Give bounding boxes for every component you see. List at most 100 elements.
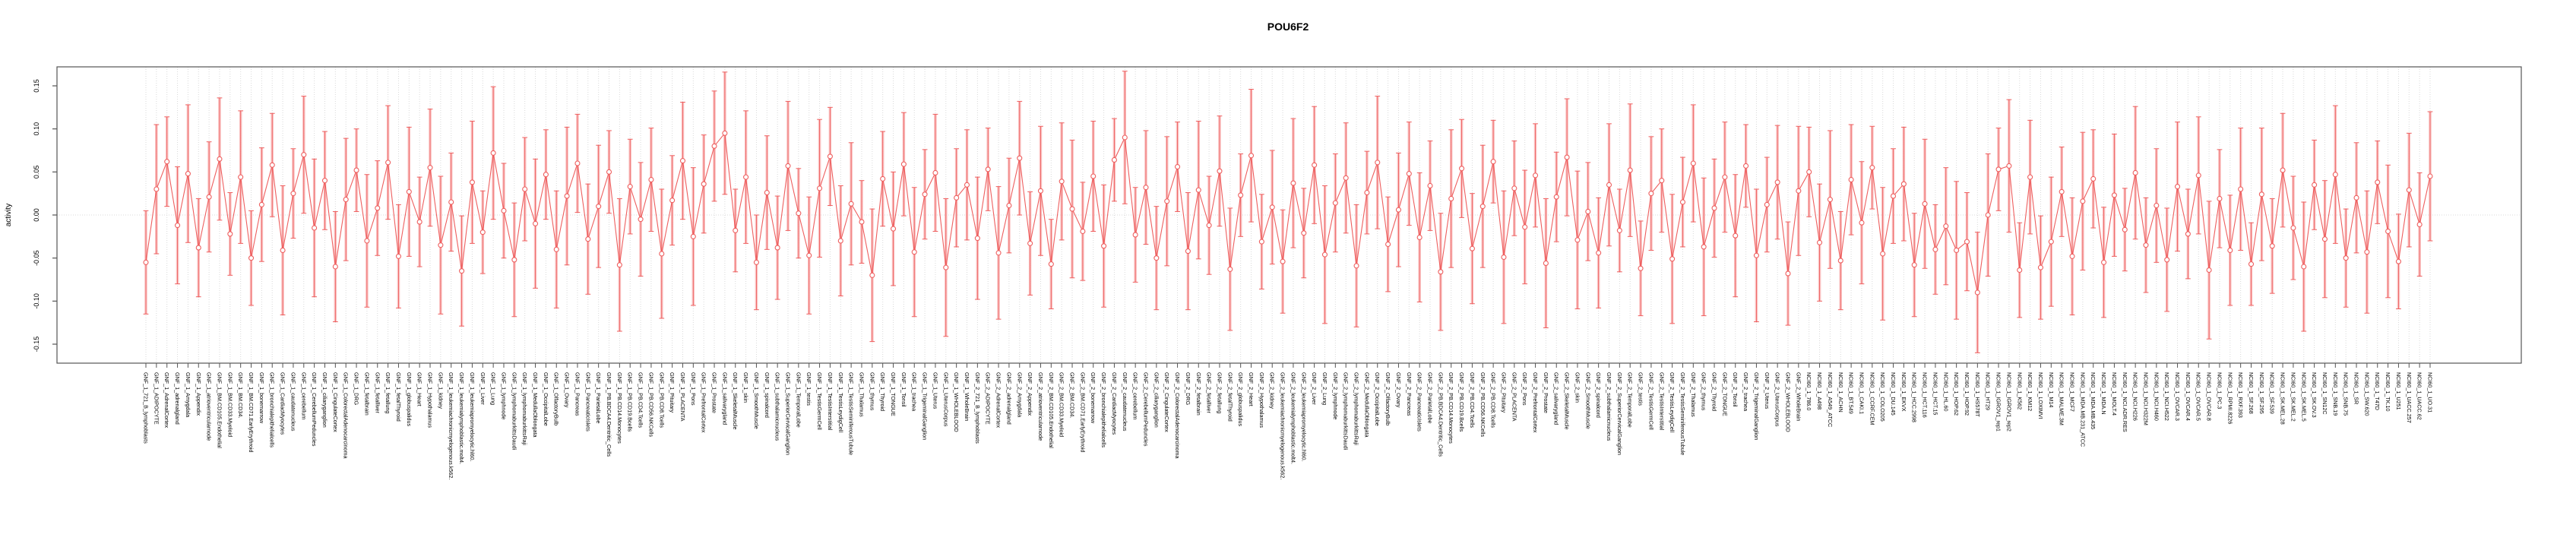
data-point [711,143,717,149]
x-category-label: NCI60_1_NCI.ADR.RES [2122,372,2128,432]
data-point [2090,175,2097,182]
x-category-label: GNF_2_PB.CD4.Tcells [1469,372,1476,428]
data-point [2111,192,2117,198]
data-point [2037,264,2044,270]
data-point [1764,201,1770,207]
data-point [238,174,244,180]
data-point [596,204,602,210]
x-category-label: GNF_2_leukemiachronicmyelogenous.k562. [1280,372,1286,479]
data-point [553,246,559,252]
x-category-label: GNF_2_bonemarrow [1090,372,1097,424]
x-category-label: NCI60_1_SF.295 [2258,372,2265,414]
data-point [1490,159,1496,165]
x-category-label: NCI60_1_HCT.15 [1932,372,1938,415]
data-point [2301,264,2307,270]
x-category-label: GNF_1_Tonsil [900,372,907,407]
data-point [2195,172,2201,179]
data-point [1353,263,1359,269]
data-point [2006,163,2012,169]
data-point [2059,188,2065,194]
x-category-label: GNF_1_BM.CD105.Endothelial [216,372,223,448]
x-category-label: GNF_1_adrenalgland [174,372,181,425]
x-category-label: GNF_1_caudatenucleus [290,372,296,432]
data-point [2027,174,2033,180]
data-point [1890,193,1897,199]
data-point [1679,199,1686,205]
x-category-label: GNF_1_OccipitalLobe [543,372,549,426]
data-point [1733,232,1739,239]
data-point [2217,195,2223,202]
x-category-label: NCI60_1_HOP.92 [1964,372,1970,416]
data-point [1416,234,1422,241]
x-category-label: NCI60_1_A549_ATCC [1827,372,1834,427]
data-point [869,272,875,278]
x-category-label: GNF_1_ColorectalAdenocarcinoma [343,372,350,458]
x-category-label: GNF_1_Pons [690,372,697,406]
data-point [922,191,928,198]
x-category-label: GNF_2_TemporalLobe [1627,372,1634,428]
data-point [1859,220,1865,226]
x-category-label: GNF_1_ciliaryganglion [321,372,328,428]
data-point [1248,153,1255,159]
data-point [1227,266,1233,272]
x-category-label: NCI60_1_CAKI.1 [1858,372,1865,414]
x-category-label: GNF_2_BM.CD33.Myeloid [1059,372,1065,437]
data-point [1659,178,1665,184]
data-point [406,188,412,194]
y-tick-label: -0.05 [33,250,40,266]
data-point [1343,175,1349,181]
data-point [164,159,170,165]
data-point [974,236,980,242]
x-category-label: NCI60_1_SK.MEL.5 [2300,372,2307,422]
x-category-label: NCI60_1_NCI.H460 [2153,372,2160,421]
data-point [301,152,307,158]
data-point [1027,240,1033,246]
data-point [2406,187,2412,193]
x-category-label: GNF_1_Heart [416,372,423,406]
data-point [1806,169,1812,175]
data-point [733,227,739,233]
x-category-label: GNF_2_bronchialepithelialcells [1100,372,1107,447]
x-category-label: GNF_1_PB.CD14.Monocytes [616,372,623,444]
x-category-label: GNF_2_lymphomaburkittsDaudi [1343,372,1350,451]
data-point [2227,247,2233,254]
x-category-label: NCI60_1_UO.31 [2427,372,2434,413]
x-category-label: GNF_1_salivarygland [721,372,728,425]
x-category-label: NCI60_1_SK.MEL.2 [2290,372,2296,422]
data-point [1922,201,1928,207]
data-point [1954,247,1960,254]
x-category-label: NCI60_1_SNB.19 [2332,372,2339,416]
x-category-label: NCI60_1_OVCAR.3 [2174,372,2181,421]
data-point [1395,207,1402,213]
x-category-label: GNF_1_WholeBrain [964,372,970,421]
x-category-label: GNF_2_lymphomaburkittsRaji [1353,372,1360,445]
data-point [1753,252,1759,258]
x-category-label: NCI60_1_MALME.3M [2059,372,2065,425]
x-category-label: GNF_1_skin [742,372,749,403]
data-point [954,194,960,201]
x-category-label: NCI60_1_MDA.N [2100,372,2107,415]
x-category-label: GNF_2_fetallung [1216,372,1223,413]
plot-contents [57,67,2521,363]
x-category-label: GNF_1_fetalbrain [363,372,370,416]
data-point [2122,226,2128,232]
data-point [1332,200,1338,206]
data-point [2101,259,2107,265]
x-category-label: GNF_2_PancreaticIslets [1416,372,1423,432]
x-category-label: GNF_2_adrenalgland [1005,372,1012,425]
x-category-label: GNF_2_testis [1638,372,1644,406]
data-point [1943,223,1949,229]
x-category-label: NCI60_1_SR [2353,372,2360,404]
x-category-label: NCI60_1_HCT.116 [1922,372,1929,418]
x-category-label: GNF_2_CerebellumPeduncles [1142,372,1149,447]
data-point [2280,167,2286,173]
data-point [900,161,907,167]
data-point [1964,239,1970,245]
data-point [774,245,780,251]
data-point [343,197,349,203]
data-point [2248,261,2255,267]
data-point [1006,202,1012,209]
x-category-label: GNF_1_BM.CD71.EarlyErythroid [248,372,255,452]
data-point [2154,202,2160,209]
